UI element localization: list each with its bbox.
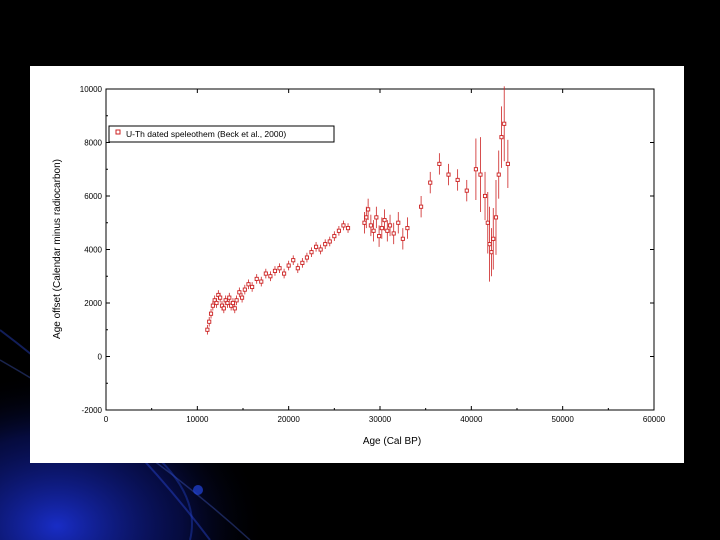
data-point [207,319,212,324]
data-point [341,223,346,228]
chart-panel: 0 10000 20000 30000 40000 50000 60000 -2000 0 200… [30,66,684,463]
data-point [250,284,255,290]
data-point [493,215,499,220]
data-point [259,279,264,284]
data-point [291,258,296,263]
data-point [227,295,232,300]
y-tick-label: 4000 [84,246,102,255]
data-point [205,327,210,332]
x-tick-label: 0 [104,415,109,424]
data-point [237,290,242,295]
data-point [387,223,393,228]
data-point [242,287,247,292]
data-point [485,220,490,225]
data-point [366,207,371,212]
legend-box [108,125,335,143]
data-point [396,220,401,225]
legend-marker [115,129,121,135]
x-tick-label: 10000 [186,415,209,424]
data-point [225,300,230,306]
y-tick-label: 10000 [80,85,103,94]
data-point [405,226,410,231]
x-tick-label: 30000 [369,415,392,424]
data-point [489,250,494,255]
data-point [332,234,337,239]
data-point [309,250,314,255]
data-point [282,271,287,276]
data-point [464,188,469,193]
data-point [374,215,379,220]
data-point [362,220,367,225]
data-point [364,215,369,220]
data-point [234,298,239,303]
x-tick-label: 40000 [460,415,483,424]
scatter-chart: 0 10000 20000 30000 40000 50000 60000-20000200… [52,85,666,447]
data-point [286,263,291,268]
data-point [208,311,214,316]
data-point [482,193,488,199]
legend: U-Th dated speleothem (Beck et al., 2000… [108,125,335,143]
data-point [428,180,433,185]
data-point [210,303,215,308]
data-point [218,295,223,300]
data-point [419,204,424,209]
y-tick-label: 8000 [84,139,102,148]
data-point [327,239,332,244]
y-tick-label: -2000 [82,406,103,415]
data-point [314,244,319,249]
data-point [336,228,341,233]
data-point [491,236,496,241]
x-tick-label: 50000 [552,415,575,424]
data-point [272,268,278,273]
data-point [221,306,226,311]
data-point [377,234,382,239]
data-point [230,300,236,306]
data-point [502,121,507,126]
data-point [268,274,273,279]
data-point [318,247,323,252]
data-point [437,161,442,166]
y-tick-label: 0 [98,353,103,362]
legend-label: U-Th dated speleothem (Beck et al., 2000… [126,129,286,139]
data-point [379,226,384,231]
data-point [455,177,460,182]
y-tick-label: 6000 [84,192,102,201]
data-point [446,172,451,177]
data-point [382,218,387,223]
data-point [240,295,245,300]
data-point [304,255,309,260]
y-axis-title: Age offset (Calendar minus radiocarbon) [52,159,63,339]
data-point [214,300,219,306]
y-tick-label: 2000 [84,299,102,308]
data-point [277,266,282,271]
data-point [232,306,237,311]
data-point [487,242,492,247]
data-point [505,161,510,166]
data-point [400,236,405,241]
data-point [345,226,351,231]
data-point [385,228,390,233]
data-point [371,228,376,233]
data-point [496,172,501,177]
data-point [246,282,251,287]
data-point [254,276,259,281]
x-tick-label: 20000 [278,415,301,424]
data-point [473,167,478,172]
data-point [263,271,268,276]
x-axis-title: Age (Cal BP) [363,436,421,447]
data-point [499,135,504,140]
data-point [478,172,483,177]
data-point [391,231,396,236]
data-point [368,223,373,228]
data-point [295,266,300,271]
x-tick-label: 60000 [643,415,666,424]
data-point [323,242,328,247]
data-point [300,260,305,265]
